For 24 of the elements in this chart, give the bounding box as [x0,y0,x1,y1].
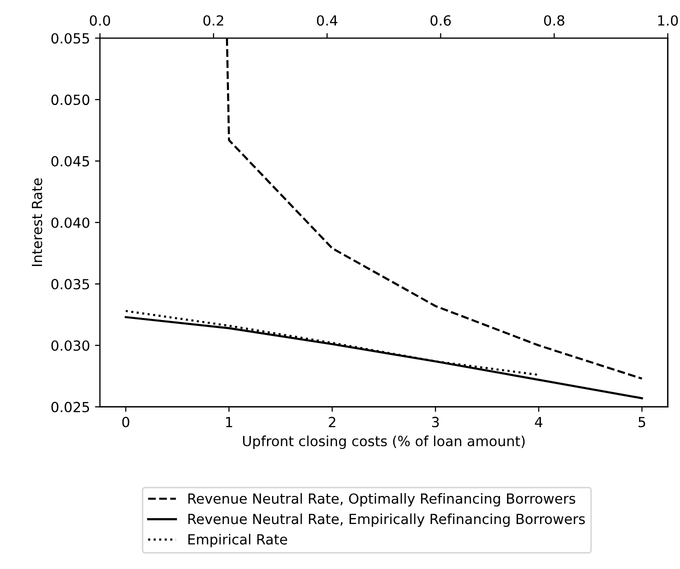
x-tick-label: 5 [638,416,646,428]
y-tick-label: 0.045 [51,156,90,166]
y-tick-label: 0.030 [51,340,90,351]
x2-tick-label: 0.4 [316,15,338,26]
y-axis-title: Interest Rate [32,178,42,266]
legend-label: Empirical Rate [188,534,288,548]
legend-label: Revenue Neutral Rate, Empirically Refinancing Borrowers [188,513,585,527]
x2-tick-label: 0.0 [90,15,110,26]
y-tick-label: 0.050 [51,94,90,106]
x-tick-label: 1 [226,416,232,428]
x-tick-label: 2 [328,416,336,428]
y-tick-label: 0.055 [51,33,90,44]
x2-tick-label: 0.2 [203,15,224,26]
legend-label: Revenue Neutral Rate, Optimally Refinancing Borrowers [188,493,576,507]
x2-tick-label: 1.0 [658,15,678,26]
x-tick-label: 3 [432,416,439,428]
x-axis-title: Upfront closing costs (% of loan amount) [243,436,525,449]
x-tick-label: 4 [534,416,542,428]
y-tick-label: 0.025 [51,402,90,412]
y-tick-label: 0.040 [51,217,90,228]
x-tick-label: 0 [122,416,130,428]
x2-tick-label: 0.8 [544,15,564,26]
x2-tick-label: 0.6 [430,15,451,26]
y-tick-label: 0.035 [51,278,90,290]
